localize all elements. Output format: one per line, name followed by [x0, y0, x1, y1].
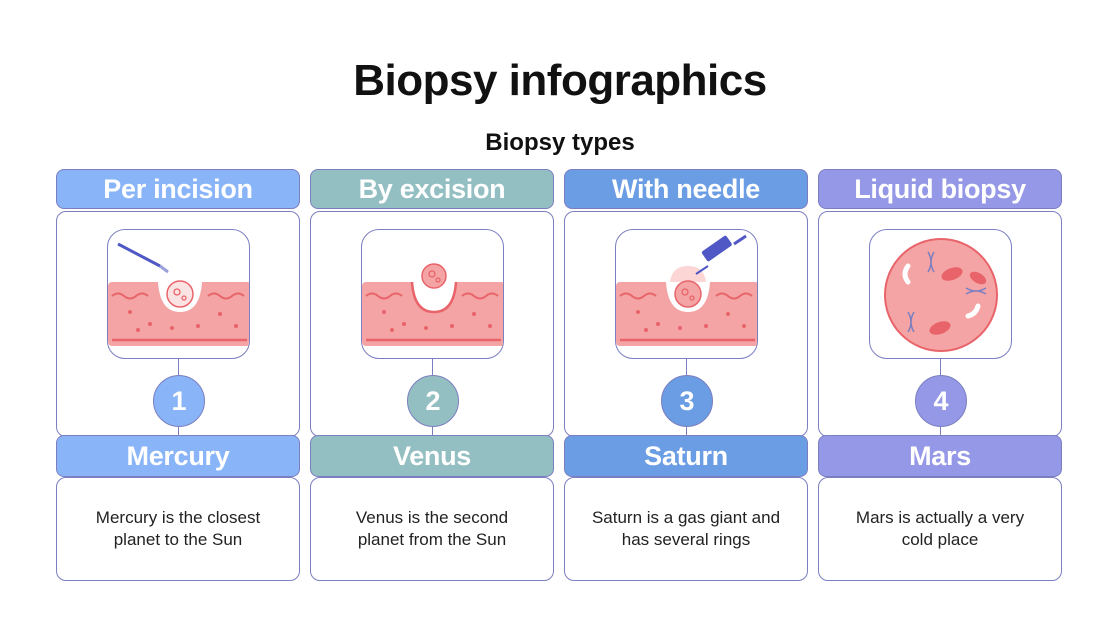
planet-name: Venus [310, 435, 554, 477]
column-header: With needle [564, 169, 808, 209]
column-per-incision: Per incision 1 Mercury Mer [56, 169, 300, 581]
description: Mercury is the closest planet to the Sun [56, 477, 300, 581]
connector-line [178, 359, 179, 375]
column-by-excision: By excision 2 Venus Venus is the se [310, 169, 554, 581]
column-header: Liquid biopsy [818, 169, 1062, 209]
illustration-card: 1 [56, 211, 300, 438]
description: Mars is actually a very cold place [818, 477, 1062, 581]
step-number: 4 [915, 375, 967, 427]
illustration-card: 4 [818, 211, 1062, 438]
connector-line [686, 359, 687, 375]
column-header: By excision [310, 169, 554, 209]
blood-cells-icon [869, 229, 1012, 359]
page-title: Biopsy infographics [353, 56, 767, 105]
column-liquid-biopsy: Liquid biopsy 4 Mars Mars is actually a … [818, 169, 1062, 581]
column-with-needle: With needle 3 [564, 169, 808, 581]
connector-line [432, 359, 433, 375]
connector-line [940, 427, 941, 438]
illustration-card: 3 [564, 211, 808, 438]
page-subtitle: Biopsy types [485, 129, 635, 156]
planet-name: Mercury [56, 435, 300, 477]
planet-name: Mars [818, 435, 1062, 477]
illustration-card: 2 [310, 211, 554, 438]
column-header: Per incision [56, 169, 300, 209]
connector-line [940, 359, 941, 375]
step-number: 3 [661, 375, 713, 427]
connector-line [432, 427, 433, 438]
planet-name: Saturn [564, 435, 808, 477]
excision-tissue-icon [361, 229, 504, 359]
step-number: 1 [153, 375, 205, 427]
connector-line [686, 427, 687, 438]
incision-scalpel-icon [107, 229, 250, 359]
description: Venus is the second planet from the Sun [310, 477, 554, 581]
step-number: 2 [407, 375, 459, 427]
description: Saturn is a gas giant and has several ri… [564, 477, 808, 581]
needle-syringe-icon [615, 229, 758, 359]
connector-line [178, 427, 179, 438]
